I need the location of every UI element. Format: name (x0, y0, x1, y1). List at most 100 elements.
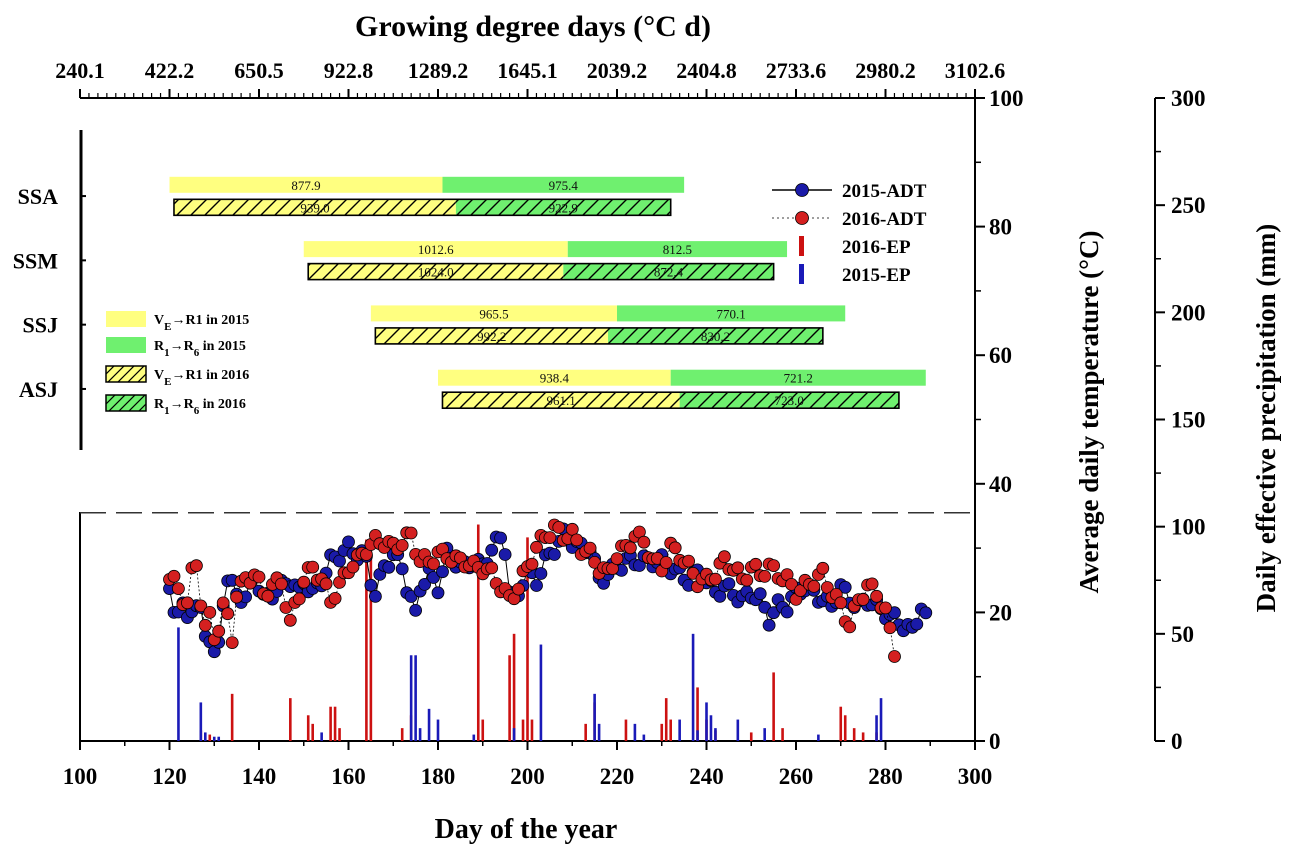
precipitation-bar-2015-EP (691, 633, 695, 741)
top-tick-label: 2404.8 (676, 58, 737, 83)
legend-marker-2015-adt (795, 183, 809, 197)
temperature-point-2016-ADT (261, 589, 275, 603)
phase-label-r1-r6: 872.4 (654, 265, 684, 280)
legend-swatch-y2015_r1 (106, 337, 146, 353)
precipitation-bar-2016-EP (669, 719, 672, 741)
temperature-point-2016-ADT (888, 650, 901, 663)
precipitation-bar-2016-EP (476, 524, 480, 741)
temperature-point-2015-ADT (427, 571, 440, 584)
precipitation-bar-2015-EP (678, 719, 681, 741)
temperature-point-2016-ADT (834, 596, 848, 610)
precipitation-bar-2015-EP (436, 719, 440, 741)
top-tick-label: 1645.1 (497, 58, 558, 83)
temperature-point-2016-ADT (682, 554, 695, 568)
x-tick-label: 120 (152, 764, 187, 789)
precipitation-bar-2015-EP (472, 734, 476, 741)
phase-bars: 877.9 975.4 939.0 922.9 1012.6 812.5 1024.0 872… (169, 176, 926, 410)
precipitation-bar-2016-EP (843, 715, 847, 741)
temperature-series (163, 518, 933, 663)
legend-text-part: in 2016 (199, 397, 246, 412)
phase-bar-r1-r6-2015 (670, 369, 926, 386)
temperature-point-2016-ADT (198, 618, 212, 632)
temperature-point-2016-ADT (297, 575, 311, 589)
legend-subscript: 6 (194, 347, 200, 359)
top-axis-title: Growing degree days (°C d) (355, 10, 711, 43)
plot-frame (79, 97, 1156, 742)
precipitation-bar-2015-EP (705, 702, 708, 741)
phase-bar-ve-r1-2015 (438, 369, 671, 386)
temperature-point-2015-ADT (919, 606, 933, 620)
cultivar-label: SSM (13, 248, 58, 273)
precipitation-bar-2016-EP (839, 706, 843, 741)
temperature-point-2015-ADT (722, 577, 736, 590)
precipitation-bar-2016-EP (230, 693, 234, 741)
legend-subscript: E (164, 321, 171, 333)
temperature-point-2015-ADT (382, 560, 396, 574)
precipitation-axis-title: Daily effective precipitation (mm) (1251, 224, 1281, 613)
precipitation-bar-2016-EP (852, 728, 856, 741)
precipitation-bar-2015-EP (427, 708, 431, 741)
precipitation-bar-2016-EP (584, 723, 587, 741)
temp-tick-label: 20 (989, 600, 1012, 625)
phase-bar-ve-r1-2016-hatch (308, 263, 564, 280)
temperature-point-2015-ADT (530, 579, 543, 592)
temperature-point-2016-ADT (883, 621, 897, 635)
temperature-point-2016-ADT (306, 560, 320, 574)
precipitation-bar-2015-EP (597, 723, 601, 741)
precipitation-bar-2015-EP (204, 732, 207, 741)
phase-label-r1-r6: 830.2 (701, 329, 730, 344)
top-tick-label: 2039.2 (587, 58, 648, 83)
legend-label-2016-adt: 2016-ADT (842, 209, 927, 230)
legend-text-part: in 2015 (199, 339, 246, 354)
phase-label-r1-r6: 721.2 (784, 371, 813, 386)
legend-text-part: V (154, 313, 164, 328)
phase-bar-r1-r6-2016-hatch (608, 327, 823, 344)
temperature-point-2016-ADT (346, 560, 360, 574)
precipitation-bar-2016-EP (526, 537, 529, 741)
temperature-point-2016-ADT (843, 620, 857, 634)
precipitation-bar-2016-EP (338, 728, 341, 741)
phase-label-r1-r6: 922.9 (549, 200, 578, 215)
phase-bar-r1-r6-2015 (617, 305, 846, 322)
legend-label-2015-adt: 2015-ADT (842, 181, 927, 202)
precipitation-bar-2015-EP (418, 728, 422, 741)
precipitation-bar-2016-EP (861, 732, 865, 741)
legend-subscript: E (164, 376, 171, 388)
phase-bar-ve-r1-2016-hatch (442, 392, 680, 409)
temperature-point-2015-ADT (368, 590, 382, 603)
top-tick-label: 2980.2 (855, 58, 916, 83)
phase-bar-r1-r6-2016-hatch (455, 199, 671, 216)
temp-tick-label: 80 (989, 215, 1012, 240)
temperature-point-2015-ADT (395, 562, 409, 576)
temperature-point-2016-ADT (740, 573, 754, 587)
precip-tick-label: 100 (1171, 515, 1206, 540)
precipitation-bar-2016-EP (311, 723, 314, 741)
temperature-axis-title: Average daily temperature (°C) (1074, 231, 1104, 594)
legend-text-part: V (154, 368, 164, 383)
temperature-point-2015-ADT (753, 587, 767, 601)
temp-tick-label: 40 (989, 472, 1012, 497)
cultivar-label: ASJ (19, 377, 58, 402)
temperature-point-2016-ADT (856, 593, 870, 606)
phase-label-r1-r6: 975.4 (549, 178, 579, 193)
precipitation-bar-2016-EP (781, 728, 784, 741)
top-tick-label: 1289.2 (408, 58, 469, 83)
temp-tick-label: 100 (989, 86, 1024, 111)
temperature-point-2016-ADT (583, 541, 597, 555)
legend-text-part: →R1 in 2015 (171, 313, 249, 328)
legend-bar-2015-ep (799, 264, 804, 284)
precipitation-bar-2015-EP (320, 732, 323, 741)
temperature-point-2015-ADT (534, 567, 548, 580)
legend-subscript: 1 (164, 347, 170, 359)
precipitation-bar-2015-EP (817, 734, 820, 741)
temperature-point-2016-ADT (879, 601, 892, 615)
temperature-point-2016-ADT (570, 533, 584, 547)
phase-label-ve-r1: 938.4 (540, 371, 570, 386)
x-tick-label: 100 (63, 764, 98, 789)
legend-bar-2016-ep (799, 236, 804, 256)
temperature-point-2016-ADT (203, 606, 217, 619)
precipitation-bar-2016-EP (664, 698, 668, 741)
legend-subscript: 6 (194, 405, 200, 417)
phase-bar-outline-2016 (441, 391, 900, 410)
